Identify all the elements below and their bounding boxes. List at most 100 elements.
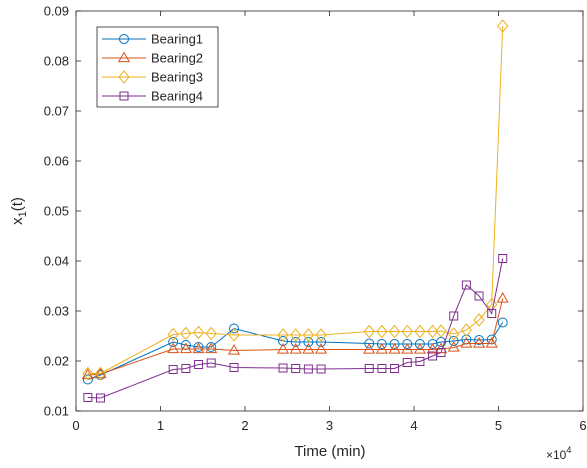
data-point-square (364, 364, 374, 373)
y-tick-label: 0.01 (44, 404, 69, 419)
x-tick-label: 1 (157, 418, 164, 433)
data-point-circle (376, 339, 387, 349)
data-point-square (194, 360, 204, 369)
data-point-triangle (314, 342, 328, 354)
y-axis-label: x1(t) (9, 197, 29, 225)
data-point-diamond (363, 324, 375, 339)
data-point-diamond (426, 324, 439, 339)
y-axis-label-tail: (t) (9, 197, 26, 211)
data-point-circle (402, 339, 413, 349)
legend-entry-bearing4: Bearing4 (102, 89, 203, 104)
x-tick-label: 4 (410, 418, 417, 433)
data-point-diamond (180, 326, 192, 341)
data-point-circle (474, 335, 485, 345)
data-point-triangle (81, 368, 94, 380)
data-point-square (402, 358, 412, 367)
data-point-diamond (302, 328, 315, 342)
data-point-square (474, 291, 484, 301)
data-point-triangle (413, 342, 426, 354)
data-point-square (278, 363, 288, 373)
y-tick-label: 0.09 (44, 4, 69, 19)
x-tick-label: 3 (326, 418, 333, 433)
data-point-circle (414, 339, 425, 349)
legend-label: Bearing1 (151, 32, 203, 47)
data-point-triangle (401, 342, 414, 354)
data-point-diamond (118, 70, 130, 84)
y-axis-label-subscript: 1 (17, 211, 29, 217)
data-point-diamond (205, 326, 217, 341)
axes-box (75, 10, 584, 412)
data-point-diamond (192, 325, 205, 340)
data-point-circle (389, 339, 400, 349)
data-point-circle (119, 34, 129, 44)
series-bearing2 (81, 291, 509, 380)
legend-entry-bearing3: Bearing3 (102, 70, 203, 85)
data-point-diamond (435, 324, 447, 338)
series-layer (81, 19, 509, 403)
data-point-circle (303, 337, 314, 347)
data-point-triangle (276, 342, 290, 354)
data-point-diamond (290, 328, 302, 342)
data-point-circle (229, 323, 240, 334)
data-point-triangle (460, 336, 473, 348)
x-axis-exponent: ×104 (546, 445, 571, 462)
data-point-circle (364, 338, 375, 349)
data-point-triangle (426, 342, 439, 354)
data-point-square (168, 365, 178, 374)
data-point-square (96, 393, 106, 403)
data-point-diamond (315, 328, 327, 342)
data-point-square (449, 311, 459, 321)
x-tick-label: 5 (495, 418, 502, 433)
data-point-triangle (496, 291, 509, 303)
data-point-diamond (460, 323, 473, 337)
x-tick-label: 0 (72, 418, 79, 433)
data-point-triangle (227, 343, 241, 355)
data-point-diamond (376, 324, 388, 339)
y-tick-label: 0.06 (44, 154, 69, 169)
data-point-diamond (401, 324, 413, 339)
x-axis-label: Time (min) (294, 443, 365, 460)
series-bearing3 (82, 19, 509, 381)
data-point-diamond (277, 328, 289, 342)
data-point-diamond (388, 324, 401, 339)
data-point-diamond (486, 297, 498, 312)
data-point-circle (168, 337, 179, 347)
data-point-diamond (497, 19, 509, 33)
series-bearing4 (83, 254, 508, 403)
y-tick-label: 0.08 (44, 54, 69, 69)
data-point-triangle (179, 342, 192, 354)
x-tick-label: 2 (241, 418, 248, 433)
data-point-circle (448, 336, 459, 346)
data-point-square (390, 364, 400, 373)
y-tick-label: 0.03 (44, 304, 69, 319)
data-point-square (303, 364, 313, 374)
data-point-square (377, 364, 387, 373)
data-point-triangle (205, 342, 218, 354)
data-point-diamond (414, 324, 426, 339)
x-axis-exponent-base: ×10 (546, 448, 567, 462)
data-point-triangle (289, 342, 302, 354)
data-point-square (415, 357, 425, 366)
data-point-diamond (82, 366, 94, 381)
y-tick-label: 0.07 (44, 104, 69, 119)
data-point-square (498, 254, 508, 263)
data-point-square (229, 363, 239, 372)
y-tick-label: 0.05 (44, 204, 69, 219)
data-point-triangle (447, 340, 460, 352)
legend-label: Bearing3 (151, 70, 203, 85)
data-point-triangle (473, 336, 486, 348)
data-point-square (316, 364, 326, 374)
data-point-square (119, 91, 129, 101)
data-point-triangle (363, 342, 376, 354)
data-point-diamond (473, 313, 485, 327)
data-point-square (436, 348, 446, 357)
data-point-triangle (375, 342, 388, 354)
series-line (87, 298, 504, 376)
x-axis-exponent-power: 4 (566, 445, 571, 455)
x-tick-label: 6 (579, 418, 586, 433)
data-point-square (206, 358, 216, 368)
data-point-square (291, 364, 301, 373)
data-point-diamond (94, 366, 107, 381)
data-point-circle (497, 317, 508, 328)
data-point-circle (278, 336, 289, 346)
